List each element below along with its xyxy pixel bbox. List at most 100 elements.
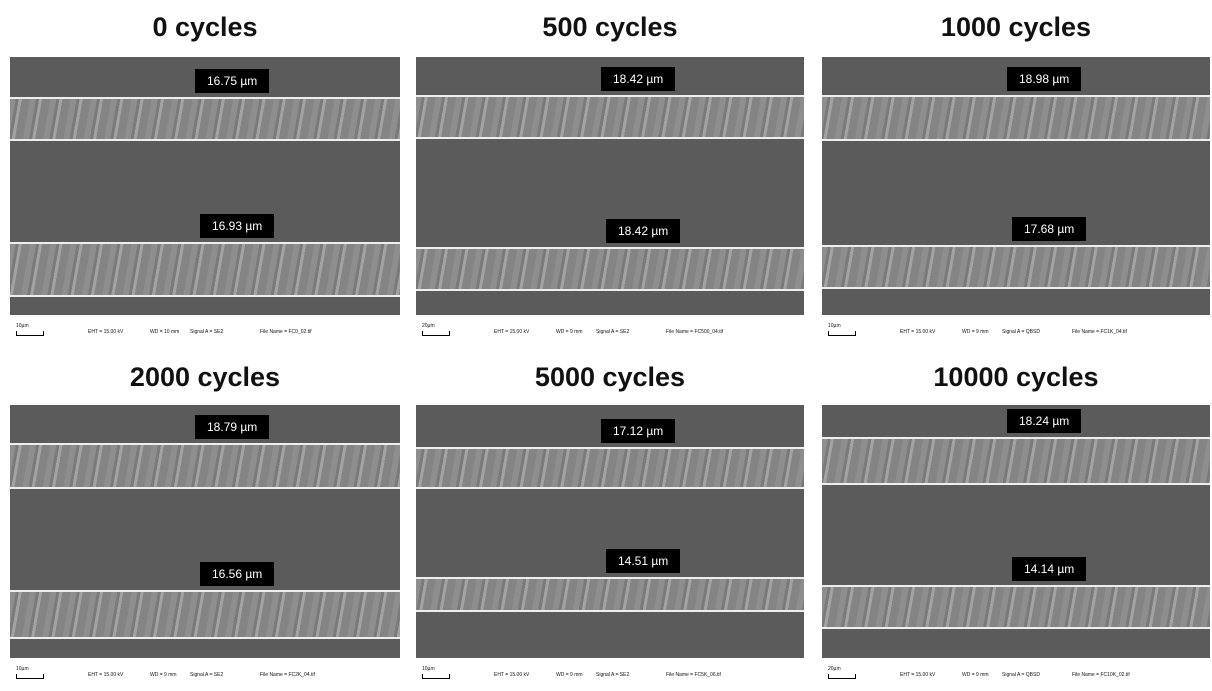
scale-bar (422, 331, 450, 336)
measure-line (822, 585, 1210, 587)
thickness-label: 16.56 µm (200, 562, 274, 586)
sem-image: 17.12 µm 14.51 µm 10µm EHT = 15.00 kV WD = 9… (416, 405, 804, 690)
info-signal: Signal A = SE2 (190, 672, 223, 678)
panel-title: 2000 cycles (10, 362, 400, 393)
measure-line (10, 487, 400, 489)
info-signal: Signal A = SE2 (596, 329, 629, 335)
info-eht: EHT = 15.00 kV (88, 329, 123, 335)
fiber-band (10, 242, 400, 295)
measure-line (416, 289, 804, 291)
thickness-label: 17.12 µm (601, 419, 675, 443)
fiber-band (822, 585, 1210, 627)
info-eht: EHT = 15.00 kV (494, 672, 529, 678)
figure: 0 cycles 16.75 µm 16.93 µm 10µm EHT = 15.00 … (0, 0, 1212, 691)
fiber-band (822, 245, 1210, 287)
thickness-label: 16.93 µm (200, 214, 274, 238)
measure-line (822, 627, 1210, 629)
panel-title: 10000 cycles (822, 362, 1210, 393)
fiber-band (416, 577, 804, 610)
measure-line (416, 447, 804, 449)
scale-bar (16, 331, 44, 336)
measure-line (822, 287, 1210, 289)
thickness-label: 14.51 µm (606, 549, 680, 573)
sem-image: 18.98 µm 17.68 µm 10µm EHT = 15.00 kV WD = 9… (822, 57, 1210, 347)
measure-line (416, 610, 804, 612)
info-wd: WD = 9 mm (556, 329, 583, 335)
scale-bar (828, 674, 856, 679)
panel-title: 5000 cycles (416, 362, 804, 393)
thickness-label: 14.14 µm (1012, 557, 1086, 581)
measure-line (416, 577, 804, 579)
measure-line (416, 487, 804, 489)
scale-label: 20µm (422, 323, 435, 329)
info-signal: Signal A = SE2 (596, 672, 629, 678)
info-wd: WD = 9 mm (962, 329, 989, 335)
info-signal: Signal A = QBSD (1002, 672, 1040, 678)
info-signal: Signal A = QBSD (1002, 329, 1040, 335)
info-bar: 20µm EHT = 15.00 kV WD = 9 mm Signal A = SE… (416, 315, 804, 347)
info-wd: WD = 9 mm (962, 672, 989, 678)
fiber-band (822, 95, 1210, 139)
measure-line (10, 590, 400, 592)
measure-line (822, 245, 1210, 247)
thickness-label: 18.42 µm (601, 67, 675, 91)
fiber-band (822, 437, 1210, 483)
scale-bar (828, 331, 856, 336)
info-eht: EHT = 15.00 kV (900, 672, 935, 678)
sem-image: 18.79 µm 16.56 µm 10µm EHT = 15.00 kV WD = 9… (10, 405, 400, 690)
measure-line (10, 242, 400, 244)
scale-label: 10µm (828, 323, 841, 329)
panel-title: 0 cycles (10, 12, 400, 43)
scale-label: 10µm (422, 666, 435, 672)
fiber-band (416, 447, 804, 487)
measure-line (822, 95, 1210, 97)
panel-title: 500 cycles (416, 12, 804, 43)
measure-line (10, 139, 400, 141)
scale-label: 10µm (16, 666, 29, 672)
info-bar: 10µm EHT = 15.00 kV WD = 9 mm Signal A = QB… (822, 315, 1210, 347)
info-file: File Name = FC10K_02.tif (1072, 672, 1130, 678)
measure-line (416, 137, 804, 139)
measure-line (416, 247, 804, 249)
info-wd: WD = 9 mm (150, 672, 177, 678)
measure-line (416, 95, 804, 97)
thickness-label: 18.98 µm (1007, 67, 1081, 91)
fiber-band (10, 97, 400, 139)
fiber-band (10, 590, 400, 637)
measure-line (10, 97, 400, 99)
scale-label: 10µm (16, 323, 29, 329)
sem-image: 18.24 µm 14.14 µm 20µm EHT = 15.00 kV WD = 9… (822, 405, 1210, 690)
thickness-label: 17.68 µm (1012, 217, 1086, 241)
info-bar: 20µm EHT = 15.00 kV WD = 9 mm Signal A = QB… (822, 658, 1210, 690)
info-file: File Name = FC1K_04.tif (1072, 329, 1127, 335)
measure-line (10, 295, 400, 297)
info-bar: 10µm EHT = 15.00 kV WD = 9 mm Signal A = SE… (416, 658, 804, 690)
scale-label: 20µm (828, 666, 841, 672)
info-file: File Name = FC500_04.tif (666, 329, 723, 335)
fiber-band (416, 95, 804, 137)
measure-line (822, 483, 1210, 485)
info-eht: EHT = 15.00 kV (494, 329, 529, 335)
info-wd: WD = 10 mm (150, 329, 179, 335)
measure-line (822, 139, 1210, 141)
panel-title: 1000 cycles (822, 12, 1210, 43)
fiber-band (416, 247, 804, 289)
info-signal: Signal A = SE2 (190, 329, 223, 335)
scale-bar (422, 674, 450, 679)
info-bar: 10µm EHT = 15.00 kV WD = 9 mm Signal A = SE… (10, 658, 400, 690)
info-file: File Name = FC0_02.tif (260, 329, 312, 335)
thickness-label: 18.24 µm (1007, 409, 1081, 433)
scale-bar (16, 674, 44, 679)
measure-line (822, 437, 1210, 439)
thickness-label: 16.75 µm (195, 69, 269, 93)
fiber-band (10, 443, 400, 487)
measure-line (10, 637, 400, 639)
info-wd: WD = 9 mm (556, 672, 583, 678)
info-file: File Name = FC5K_06.tif (666, 672, 721, 678)
measure-line (10, 443, 400, 445)
info-eht: EHT = 15.00 kV (88, 672, 123, 678)
thickness-label: 18.79 µm (195, 415, 269, 439)
info-eht: EHT = 15.00 kV (900, 329, 935, 335)
info-bar: 10µm EHT = 15.00 kV WD = 10 mm Signal A = S… (10, 315, 400, 347)
